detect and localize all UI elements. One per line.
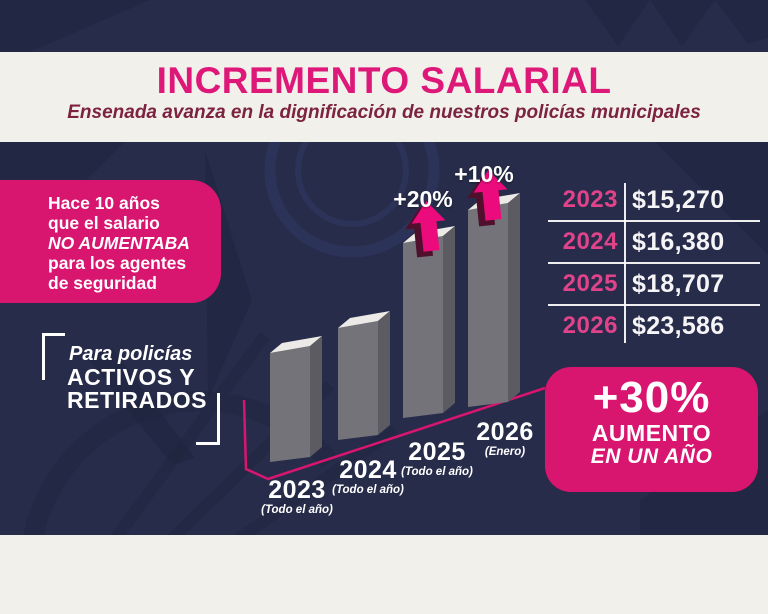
table-divider: [548, 304, 760, 306]
bracket-bottom-right: [196, 393, 220, 445]
axis-label-2023: 2023 (Todo el año): [242, 478, 352, 518]
axis-note: (Todo el año): [261, 504, 333, 516]
table-year: 2025: [562, 270, 618, 297]
beneficiaries-text: Para policías ACTIVOS Y RETIRADOS: [67, 343, 207, 412]
table-divider: [548, 220, 760, 222]
total-increase-value: +30%: [592, 373, 711, 422]
table-amount: $15,270: [632, 185, 725, 214]
axis-year: 2026: [476, 418, 534, 446]
beneficiaries-line: RETIRADOS: [67, 387, 207, 413]
page-subtitle: Ensenada avanza en la dignificación de n…: [67, 102, 701, 123]
total-increase-line: AUMENTO: [591, 420, 712, 446]
axis-label-2026: 2026 (Enero): [450, 420, 560, 460]
message-line-emphasis: NO AUMENTABA: [48, 233, 190, 253]
axis-note: (Enero): [484, 446, 526, 458]
beneficiaries-line: ACTIVOS Y: [67, 364, 196, 390]
axis-note: (Todo el año): [401, 466, 473, 478]
total-increase-box: +30% AUMENTO EN UN AÑO: [545, 367, 758, 492]
salary-table: 2023 $15,270 2024 $16,380 2025 $18,707 2…: [540, 179, 768, 347]
total-increase-line: EN UN AÑO: [590, 445, 713, 468]
message-line: que el salario: [48, 213, 160, 233]
table-row: 2023 $15,270: [540, 179, 768, 221]
annotation-plus10: +10%: [454, 161, 514, 187]
bracket-top-left: [42, 333, 65, 380]
axis-note: (Todo el año): [332, 484, 404, 496]
table-amount: $18,707: [632, 269, 725, 298]
message-line: Hace 10 años: [48, 193, 160, 213]
table-row: 2026 $23,586: [540, 305, 768, 347]
no-increase-message-box: Hace 10 años que el salario NO AUMENTABA…: [0, 180, 221, 303]
table-year: 2026: [562, 312, 618, 339]
beneficiaries-block: Para policías ACTIVOS Y RETIRADOS: [42, 333, 220, 445]
annotation-plus20: +20%: [393, 186, 453, 212]
message-line: de seguridad: [48, 273, 157, 293]
table-year: 2024: [562, 228, 618, 255]
page-title: INCREMENTO SALARIAL: [156, 60, 612, 101]
table-divider: [548, 262, 760, 264]
table-row: 2024 $16,380: [540, 221, 768, 263]
table-amount: $23,586: [632, 311, 725, 340]
table-column-divider: [624, 183, 626, 343]
title-band: INCREMENTO SALARIAL Ensenada avanza en l…: [0, 52, 768, 142]
axis-year: 2023: [268, 476, 326, 504]
message-line: para los agentes: [48, 253, 187, 273]
table-row: 2025 $18,707: [540, 263, 768, 305]
footer-bar: GOBIERNO DE ENSENADA 2024 - 2027 AMOR EN…: [0, 535, 768, 614]
table-amount: $16,380: [632, 227, 725, 256]
beneficiaries-line: Para policías: [69, 343, 193, 365]
table-year: 2023: [562, 186, 618, 213]
